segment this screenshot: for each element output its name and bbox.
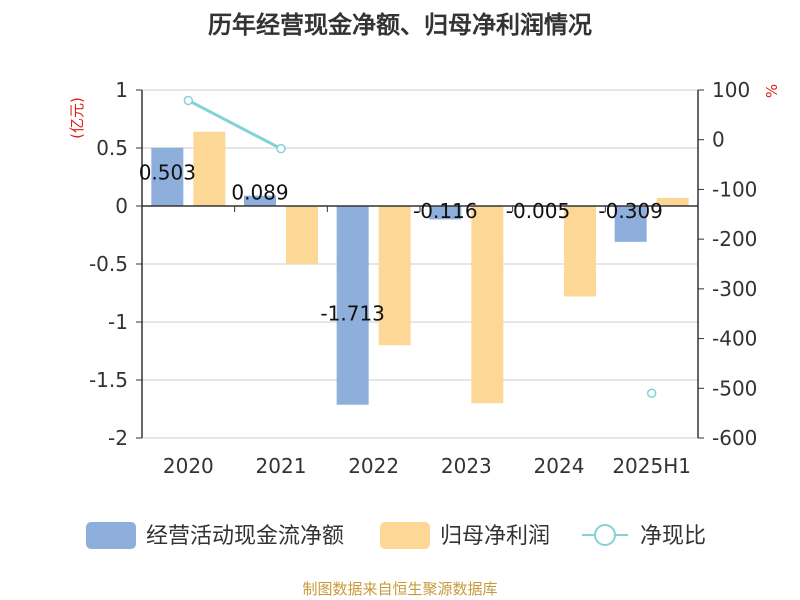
ratio-line-segment bbox=[187, 99, 282, 150]
cashflow-bar bbox=[614, 206, 647, 242]
left-tick-label: -1 bbox=[108, 310, 128, 334]
legend-net-profit-label: 归母净利润 bbox=[440, 524, 550, 549]
right-tick-label: -100 bbox=[712, 177, 757, 201]
bars bbox=[151, 131, 689, 405]
cashflow-bar bbox=[151, 147, 184, 206]
legend-ratio: 净现比 bbox=[582, 524, 706, 549]
cashflow-value-label: -0.309 bbox=[598, 199, 662, 223]
x-tick-label: 2025H1 bbox=[612, 454, 691, 478]
ratio-point bbox=[183, 95, 194, 106]
cashflow-value-label: -0.005 bbox=[506, 199, 570, 223]
ratio-point bbox=[276, 143, 286, 154]
legend-ratio-swatch-marker bbox=[594, 524, 616, 546]
right-tick-label: -600 bbox=[712, 426, 757, 450]
cashflow-value-label: 0.503 bbox=[139, 161, 196, 185]
legend: 经营活动现金流净额 归母净利润 净现比 bbox=[86, 522, 706, 549]
x-tick-label: 2024 bbox=[534, 454, 585, 478]
net-profit-bar bbox=[286, 206, 318, 264]
x-tick-label: 2020 bbox=[163, 454, 214, 478]
cashflow-bar bbox=[336, 206, 369, 405]
legend-cashflow-label: 经营活动现金流净额 bbox=[146, 524, 344, 549]
legend-net-profit-swatch bbox=[380, 522, 430, 549]
left-tick-label: 0 bbox=[115, 194, 128, 218]
x-tick-label: 2021 bbox=[256, 454, 307, 478]
right-axis-unit: % bbox=[763, 84, 781, 98]
source-note: 制图数据来自恒生聚源数据库 bbox=[302, 580, 497, 598]
data-labels: 0.503 0.089 -1.713 -0.116 -0.005 -0.309 bbox=[139, 161, 663, 326]
right-tick-label: -300 bbox=[712, 277, 757, 301]
legend-cashflow: 经营活动现金流净额 bbox=[86, 522, 344, 549]
cashflow-value-label: -0.116 bbox=[413, 199, 477, 223]
cashflow-bar bbox=[429, 206, 462, 220]
right-tick-label: -400 bbox=[712, 327, 757, 351]
right-tick-label: 100 bbox=[712, 78, 750, 102]
net-profit-bar bbox=[564, 206, 596, 297]
legend-cashflow-swatch bbox=[86, 522, 136, 549]
right-tick-label: 0 bbox=[712, 128, 725, 152]
x-tick-label: 2022 bbox=[348, 454, 399, 478]
cashflow-value-label: 0.089 bbox=[231, 181, 288, 205]
axes: 1 0.5 0 -0.5 -1 -1.5 -2 100 0 -100 -200 -300 -400 -50… bbox=[89, 78, 757, 478]
left-tick-label: 0.5 bbox=[96, 136, 128, 160]
left-tick-label: -2 bbox=[108, 426, 128, 450]
net-profit-bar bbox=[656, 197, 689, 206]
chart-title: 历年经营现金净额、归母净利润情况 bbox=[208, 11, 592, 39]
net-profit-bar bbox=[193, 131, 226, 206]
left-tick-label: -0.5 bbox=[89, 252, 128, 276]
cashflow-value-label: -1.713 bbox=[320, 302, 384, 326]
legend-ratio-label: 净现比 bbox=[640, 524, 706, 549]
left-axis-unit: (亿元) bbox=[68, 97, 86, 139]
net-profit-bar bbox=[378, 206, 411, 346]
cashflow-bar bbox=[244, 195, 276, 206]
net-profit-bar bbox=[471, 206, 504, 404]
left-tick-label: -1.5 bbox=[89, 368, 128, 392]
ratio-line bbox=[183, 95, 657, 399]
right-tick-label: -200 bbox=[712, 227, 757, 251]
ratio-point bbox=[646, 388, 657, 399]
legend-net-profit: 归母净利润 bbox=[380, 522, 550, 549]
x-tick-label: 2023 bbox=[441, 454, 492, 478]
left-tick-label: 1 bbox=[115, 78, 128, 102]
right-tick-label: -500 bbox=[712, 376, 757, 400]
grid bbox=[142, 89, 698, 439]
